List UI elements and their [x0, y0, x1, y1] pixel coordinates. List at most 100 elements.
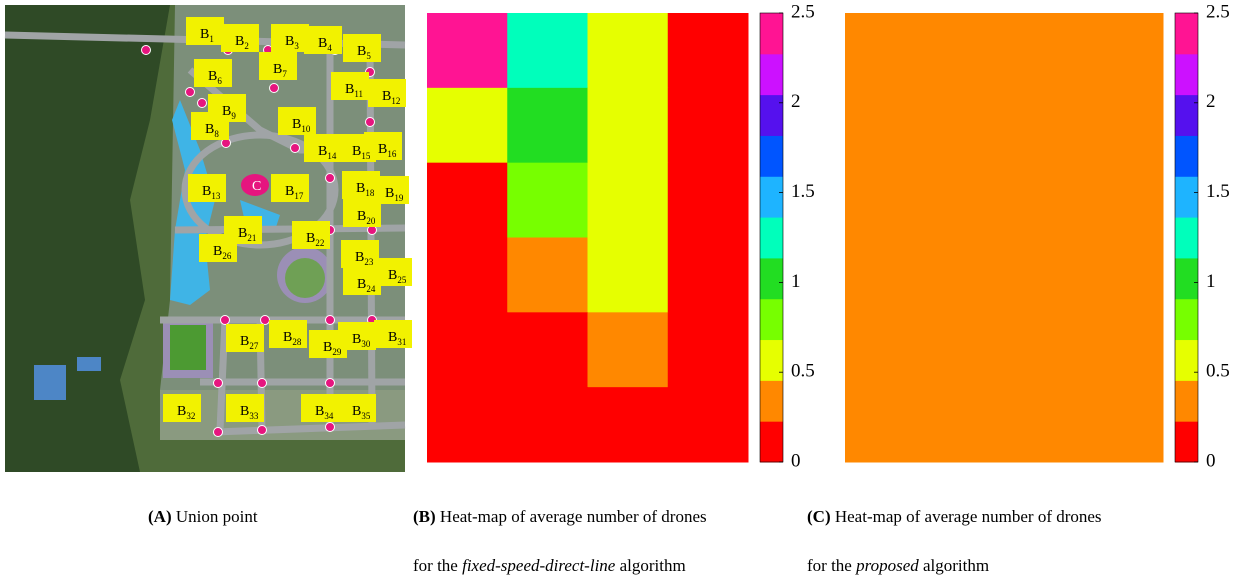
colorbar-tick-label: 1	[1206, 271, 1216, 292]
colorbar-segment	[1175, 257, 1198, 300]
map-label: B17	[285, 184, 304, 201]
colorbar-segment	[760, 339, 783, 381]
colorbar-segment	[1175, 421, 1198, 463]
junction	[325, 315, 335, 325]
junction	[325, 173, 335, 183]
caption-tag: (B)	[413, 507, 436, 526]
colorbar-segment	[760, 421, 783, 463]
label-sub: 2	[244, 41, 249, 51]
junction	[185, 87, 195, 97]
label-sub: 12	[391, 96, 400, 106]
label-sub: 14	[327, 151, 337, 161]
colorbar-tick-label: 2.5	[791, 1, 815, 22]
heatmap-cell	[507, 237, 588, 313]
label-main: B	[356, 181, 365, 196]
caption-text: Heat-map of average number of drones	[835, 507, 1102, 526]
label-sub: 1	[209, 34, 214, 44]
map-label: B18	[356, 181, 375, 198]
heatmap-cell	[667, 387, 749, 463]
label-main: B	[357, 277, 366, 292]
label-main: B	[208, 69, 217, 84]
map-label: B24	[357, 277, 376, 294]
label-main: B	[283, 330, 292, 345]
label-sub: 10	[301, 124, 311, 134]
road	[214, 421, 406, 436]
label-sub: 23	[364, 257, 374, 267]
junction	[213, 427, 223, 437]
colorbar-segment	[760, 94, 783, 136]
map-label: B20	[357, 209, 376, 226]
heatmap-cell	[587, 13, 669, 89]
map-label: B25	[388, 268, 407, 285]
heatmap-cell	[667, 312, 749, 388]
building	[271, 24, 309, 52]
heatmap-cell	[427, 387, 508, 463]
caption-text: proposed	[855, 556, 919, 575]
caption-text: Union point	[176, 507, 258, 526]
heatmap-cell	[667, 87, 749, 164]
label-sub: 18	[365, 188, 375, 198]
building	[188, 174, 226, 202]
map-label: B11	[345, 82, 363, 99]
building	[338, 322, 376, 350]
junction	[213, 378, 223, 388]
colorbar-tick-label: 0.5	[791, 361, 815, 382]
label-sub: 9	[231, 111, 236, 121]
junction	[220, 315, 230, 325]
map-label: B7	[273, 62, 287, 79]
caption-line: for the proposed algorithm	[807, 556, 989, 575]
colorbar-segment	[760, 217, 783, 259]
label-main: B	[382, 89, 391, 104]
map-label: B4	[318, 36, 332, 53]
building	[226, 324, 264, 352]
map-label: B29	[323, 340, 342, 357]
heatmap-cell	[587, 312, 669, 388]
label-sub: 24	[366, 284, 376, 294]
junction	[260, 315, 270, 325]
map-label: B12	[382, 89, 400, 106]
map-label: B28	[283, 330, 302, 347]
map-label: B6	[208, 69, 222, 86]
heatmap-cell	[427, 13, 508, 89]
map-label: B3	[285, 34, 299, 51]
label-main: B	[240, 334, 249, 349]
junction	[257, 378, 267, 388]
heatmap-cell	[587, 87, 669, 164]
label-sub: 35	[361, 411, 371, 421]
label-sub: 4	[327, 43, 332, 53]
label-main: B	[213, 244, 222, 259]
colorbar-tick-label: 0.5	[1206, 361, 1230, 382]
map-label: B2	[235, 34, 249, 51]
map-label: B34	[315, 404, 334, 421]
colorbar-segment	[1175, 53, 1198, 96]
forest	[5, 5, 170, 472]
colorbar-tick-label: 1.5	[791, 181, 815, 202]
colorbar-tick-label: 1	[791, 271, 801, 292]
caption-line: for the fixed-speed-direct-line algorith…	[413, 556, 686, 575]
label-sub: 17	[294, 191, 304, 201]
building	[364, 132, 402, 160]
map-label: B10	[292, 117, 311, 134]
label-sub: 3	[294, 41, 299, 51]
building	[374, 320, 412, 348]
heatmaps: 0 0.5 1 1.5 2 2.5 0 0.5 1 1.5 2 2.5	[427, 1, 1230, 471]
building	[374, 258, 412, 286]
caption-text: fixed-speed-direct-line	[462, 556, 616, 575]
heatmap-cell	[427, 312, 508, 388]
label-sub: 28	[292, 337, 302, 347]
stadium	[285, 258, 325, 298]
label-sub: 13	[211, 191, 221, 201]
captions: (A) Union point (B) Heat-map of average n…	[148, 507, 1102, 575]
caption-text: Heat-map of average number of drones	[440, 507, 707, 526]
label-sub: 20	[366, 216, 376, 226]
label-sub: 30	[361, 339, 371, 349]
label-main: B	[306, 231, 315, 246]
caption-text: algorithm	[615, 556, 685, 575]
map-label: B16	[378, 142, 397, 159]
building	[341, 240, 379, 268]
caption-line: (C) Heat-map of average number of drones	[807, 507, 1102, 526]
map-label: B8	[205, 122, 219, 139]
building	[226, 394, 264, 422]
building	[199, 234, 237, 262]
